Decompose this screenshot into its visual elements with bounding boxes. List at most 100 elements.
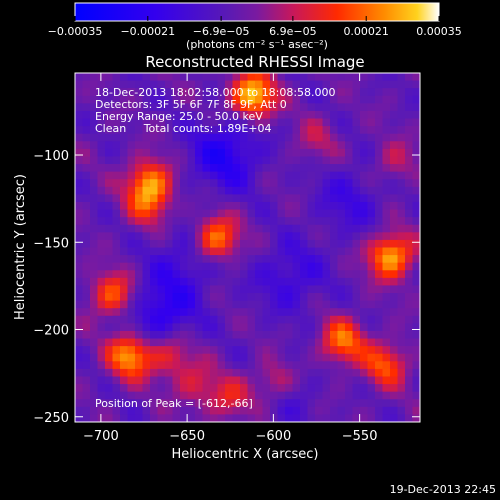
heatmap-cell xyxy=(375,361,384,370)
heatmap-cell xyxy=(127,308,136,317)
heatmap-cell xyxy=(142,376,151,385)
colorbar-gradient xyxy=(74,2,440,22)
heatmap-cell xyxy=(112,126,121,135)
heatmap-cell xyxy=(262,171,271,180)
heatmap-cell xyxy=(150,118,159,127)
heatmap-cell xyxy=(300,376,309,385)
heatmap-cell xyxy=(247,232,256,241)
heatmap-cell xyxy=(217,353,226,362)
heatmap-cell xyxy=(285,194,294,203)
heatmap-cell xyxy=(232,277,241,287)
heatmap-cell xyxy=(277,361,286,370)
heatmap-cell xyxy=(255,164,264,173)
heatmap-cell xyxy=(300,239,309,249)
heatmap-cell xyxy=(105,353,114,362)
heatmap-cell xyxy=(412,330,420,340)
heatmap-cell xyxy=(210,247,219,256)
heatmap-cell xyxy=(390,201,399,211)
heatmap-cell xyxy=(172,209,181,218)
heatmap-cell xyxy=(157,232,166,241)
heatmap-cell xyxy=(360,361,369,370)
heatmap-cell xyxy=(225,186,234,195)
heatmap-cell xyxy=(337,361,346,370)
heatmap-cell xyxy=(352,247,361,256)
heatmap-cell xyxy=(382,376,391,385)
heatmap-cell xyxy=(337,262,346,271)
heatmap-cell xyxy=(397,232,406,241)
heatmap-cell xyxy=(285,361,294,370)
heatmap-cell xyxy=(360,164,369,173)
heatmap-cell xyxy=(180,361,189,370)
heatmap-cell xyxy=(405,194,414,203)
heatmap-cell xyxy=(135,224,144,233)
heatmap-cell xyxy=(330,270,339,279)
heatmap-cell xyxy=(375,126,384,135)
heatmap-cell xyxy=(75,179,84,188)
heatmap-cell xyxy=(255,277,264,287)
heatmap-cell xyxy=(210,126,219,135)
heatmap-cell xyxy=(195,133,204,142)
heatmap-cell xyxy=(202,201,211,211)
heatmap-cell xyxy=(180,285,189,294)
heatmap-cell xyxy=(412,346,420,355)
heatmap-cell xyxy=(277,201,286,211)
heatmap-cell xyxy=(345,110,354,120)
heatmap-cell xyxy=(135,164,144,173)
heatmap-cell xyxy=(142,270,151,279)
heatmap-cell xyxy=(255,194,264,203)
heatmap-cell xyxy=(120,80,129,89)
heatmap-cell xyxy=(217,293,226,302)
heatmap-cell xyxy=(150,330,159,340)
heatmap-cell xyxy=(292,88,301,97)
heatmap-cell xyxy=(217,156,226,165)
heatmap-cell xyxy=(165,384,174,393)
heatmap-cell xyxy=(262,141,271,150)
heatmap-cell xyxy=(157,247,166,256)
heatmap-cell xyxy=(292,255,301,264)
heatmap-cell xyxy=(375,384,384,393)
heatmap-cell xyxy=(90,247,99,256)
heatmap-cell xyxy=(112,323,121,332)
heatmap-cell xyxy=(97,141,106,150)
heatmap-cell xyxy=(262,323,271,332)
heatmap-cell xyxy=(232,141,241,150)
heatmap-cell xyxy=(82,338,91,347)
heatmap-cell xyxy=(292,164,301,173)
heatmap-cell xyxy=(135,315,144,324)
heatmap-cell xyxy=(135,126,144,135)
heatmap-cell xyxy=(142,133,151,142)
heatmap-cell xyxy=(382,224,391,233)
heatmap-cell xyxy=(75,255,84,264)
heatmap-cell xyxy=(82,179,91,188)
heatmap-cell xyxy=(97,414,106,422)
heatmap-cell xyxy=(412,95,420,104)
heatmap-cell xyxy=(195,330,204,340)
heatmap-cell xyxy=(322,262,331,271)
heatmap-cell xyxy=(367,277,376,287)
heatmap-cell xyxy=(157,277,166,287)
heatmap-cell xyxy=(165,399,174,408)
heatmap-cell xyxy=(127,384,136,393)
heatmap-cell xyxy=(345,285,354,294)
heatmap-cell xyxy=(412,201,420,211)
heatmap-cell xyxy=(127,277,136,287)
heatmap-cell xyxy=(135,118,144,127)
heatmap-cell xyxy=(195,406,204,416)
heatmap-cell xyxy=(195,255,204,264)
heatmap-cell xyxy=(330,232,339,241)
heatmap-cell xyxy=(390,368,399,378)
heatmap-cell xyxy=(292,171,301,180)
heatmap-cell xyxy=(277,164,286,173)
heatmap-cell xyxy=(90,80,99,89)
heatmap-cell xyxy=(165,171,174,180)
heatmap-cell xyxy=(75,209,84,218)
heatmap-cell xyxy=(142,361,151,370)
heatmap-cell xyxy=(322,361,331,370)
heatmap-cell xyxy=(345,118,354,127)
heatmap-cell xyxy=(262,361,271,370)
heatmap-cell xyxy=(165,323,174,332)
heatmap-cell xyxy=(285,391,294,400)
heatmap-cell xyxy=(382,262,391,271)
heatmap-cell xyxy=(157,141,166,150)
heatmap-cell xyxy=(292,95,301,104)
